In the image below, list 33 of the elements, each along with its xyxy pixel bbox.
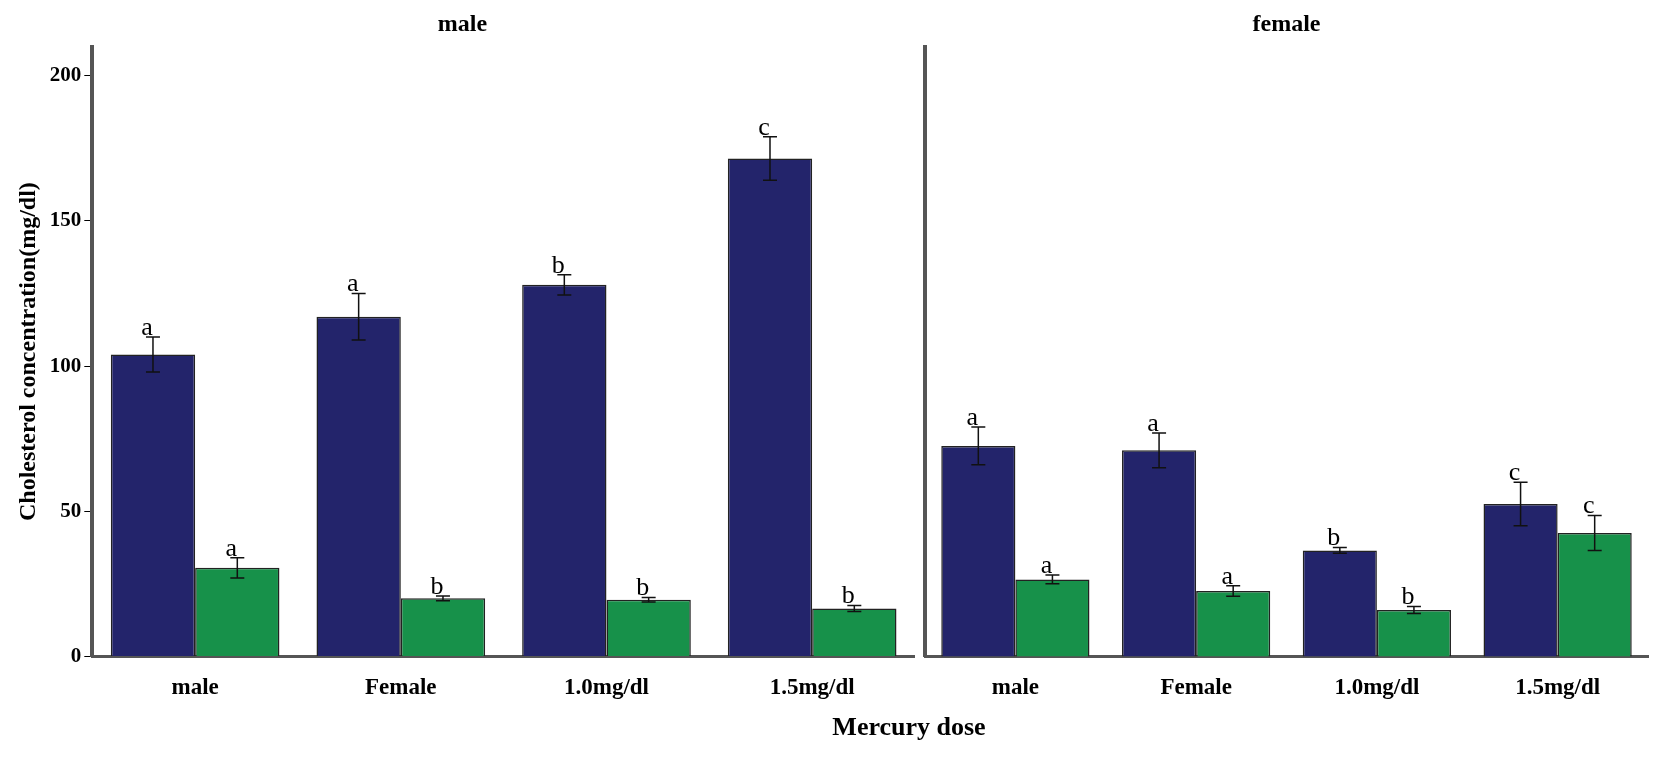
annotation: b — [636, 572, 650, 602]
x-tick-label: Female — [1160, 674, 1232, 700]
annotation: b — [841, 580, 855, 610]
annotation: a — [225, 532, 238, 562]
y-axis-title: Cholesterol concentration(mg/dl) — [13, 182, 40, 522]
x-tick-label: 1.0mg/dl — [564, 674, 649, 700]
annotation: c — [1508, 457, 1521, 487]
x-tick-label: male — [171, 674, 219, 700]
annotation: a — [141, 311, 154, 341]
x-tick-label: male — [991, 674, 1040, 700]
y-tick-label: 50 — [60, 497, 82, 522]
annotation: c — [758, 111, 770, 141]
x-axis-title: Mercury dose — [831, 712, 987, 742]
annotation: b — [551, 249, 565, 279]
annotation: a — [1147, 407, 1160, 437]
y-tick-label: 150 — [49, 207, 82, 232]
annotation: a — [1221, 560, 1234, 590]
chart-title: male — [437, 9, 488, 36]
annotation: a — [346, 268, 359, 298]
x-tick-label: Female — [365, 674, 437, 700]
annotation: b — [430, 570, 444, 600]
x-tick-label: 1.5mg/dl — [1515, 674, 1601, 700]
annotation: c — [1582, 490, 1595, 520]
x-tick-label: 1.5mg/dl — [769, 674, 855, 700]
y-tick-label: 0 — [70, 642, 82, 667]
annotation: a — [966, 401, 979, 431]
annotation: b — [1327, 522, 1341, 552]
y-tick-label: 100 — [49, 352, 82, 377]
annotation: a — [1040, 549, 1053, 579]
x-tick-label: 1.0mg/dl — [1334, 674, 1420, 700]
annotation: b — [1401, 581, 1415, 611]
y-tick-label: 200 — [49, 62, 82, 87]
chart-title: female — [1252, 9, 1321, 36]
